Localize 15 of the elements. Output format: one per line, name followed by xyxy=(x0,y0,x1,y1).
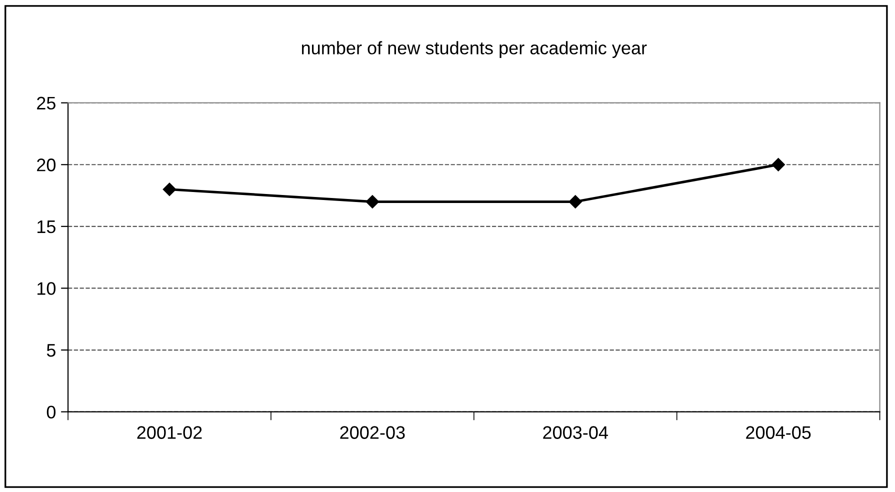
x-tick-label: 2004-05 xyxy=(746,426,811,439)
point xyxy=(772,158,785,172)
y-tick-label: 20 xyxy=(37,158,56,172)
y-tick-label: 25 xyxy=(37,96,56,110)
y-tick-label: 5 xyxy=(46,344,56,357)
point xyxy=(568,195,582,208)
x-tick-label: 2001-02 xyxy=(137,426,202,439)
x-tick-label: 2003-04 xyxy=(543,426,608,439)
y-tick-label: 10 xyxy=(38,282,56,295)
chart-title: number of new students per academic year xyxy=(302,41,647,58)
point xyxy=(162,182,176,196)
x-tick-label: 2002-03 xyxy=(340,426,405,439)
point xyxy=(366,195,380,208)
y-tick-label: 0 xyxy=(46,406,56,419)
y-tick-label: 15 xyxy=(38,220,56,234)
